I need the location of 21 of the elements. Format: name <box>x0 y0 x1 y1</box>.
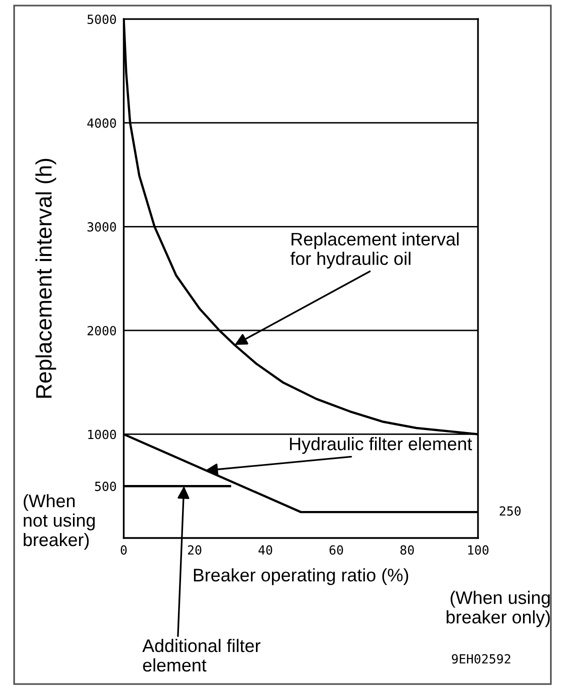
annotation: Hydraulic filter element <box>290 437 472 454</box>
text: (When not using breaker) <box>24 494 95 550</box>
x-tick-label: 60 <box>330 545 344 555</box>
y-tick-label: 500 <box>95 482 116 492</box>
x-axis-title: Breaker operating ratio (%) <box>194 568 408 586</box>
x-tick-label: 100 <box>468 545 488 555</box>
y-tick-label: 4000 <box>87 118 116 128</box>
y-tick-label: 3000 <box>88 222 116 232</box>
y-tick-label: 5000 <box>88 14 116 24</box>
y-tick-label: 2000 <box>88 326 116 336</box>
y-tick-label: 1000 <box>88 430 116 440</box>
y-axis-title: Replacement interval (h) <box>35 158 56 398</box>
x-tick-label: 40 <box>258 545 272 555</box>
text: (When using breaker only) <box>446 590 550 628</box>
x-tick-label: 20 <box>188 545 202 555</box>
annotation: Additional filter element <box>142 638 260 672</box>
annotation: Replacement interval for hydraulic oil <box>290 232 459 269</box>
text: 9EH02592 <box>452 654 510 664</box>
x-tick-label: 0 <box>120 545 127 555</box>
annotation: 250 <box>500 506 521 516</box>
x-tick-label: 80 <box>400 545 414 555</box>
